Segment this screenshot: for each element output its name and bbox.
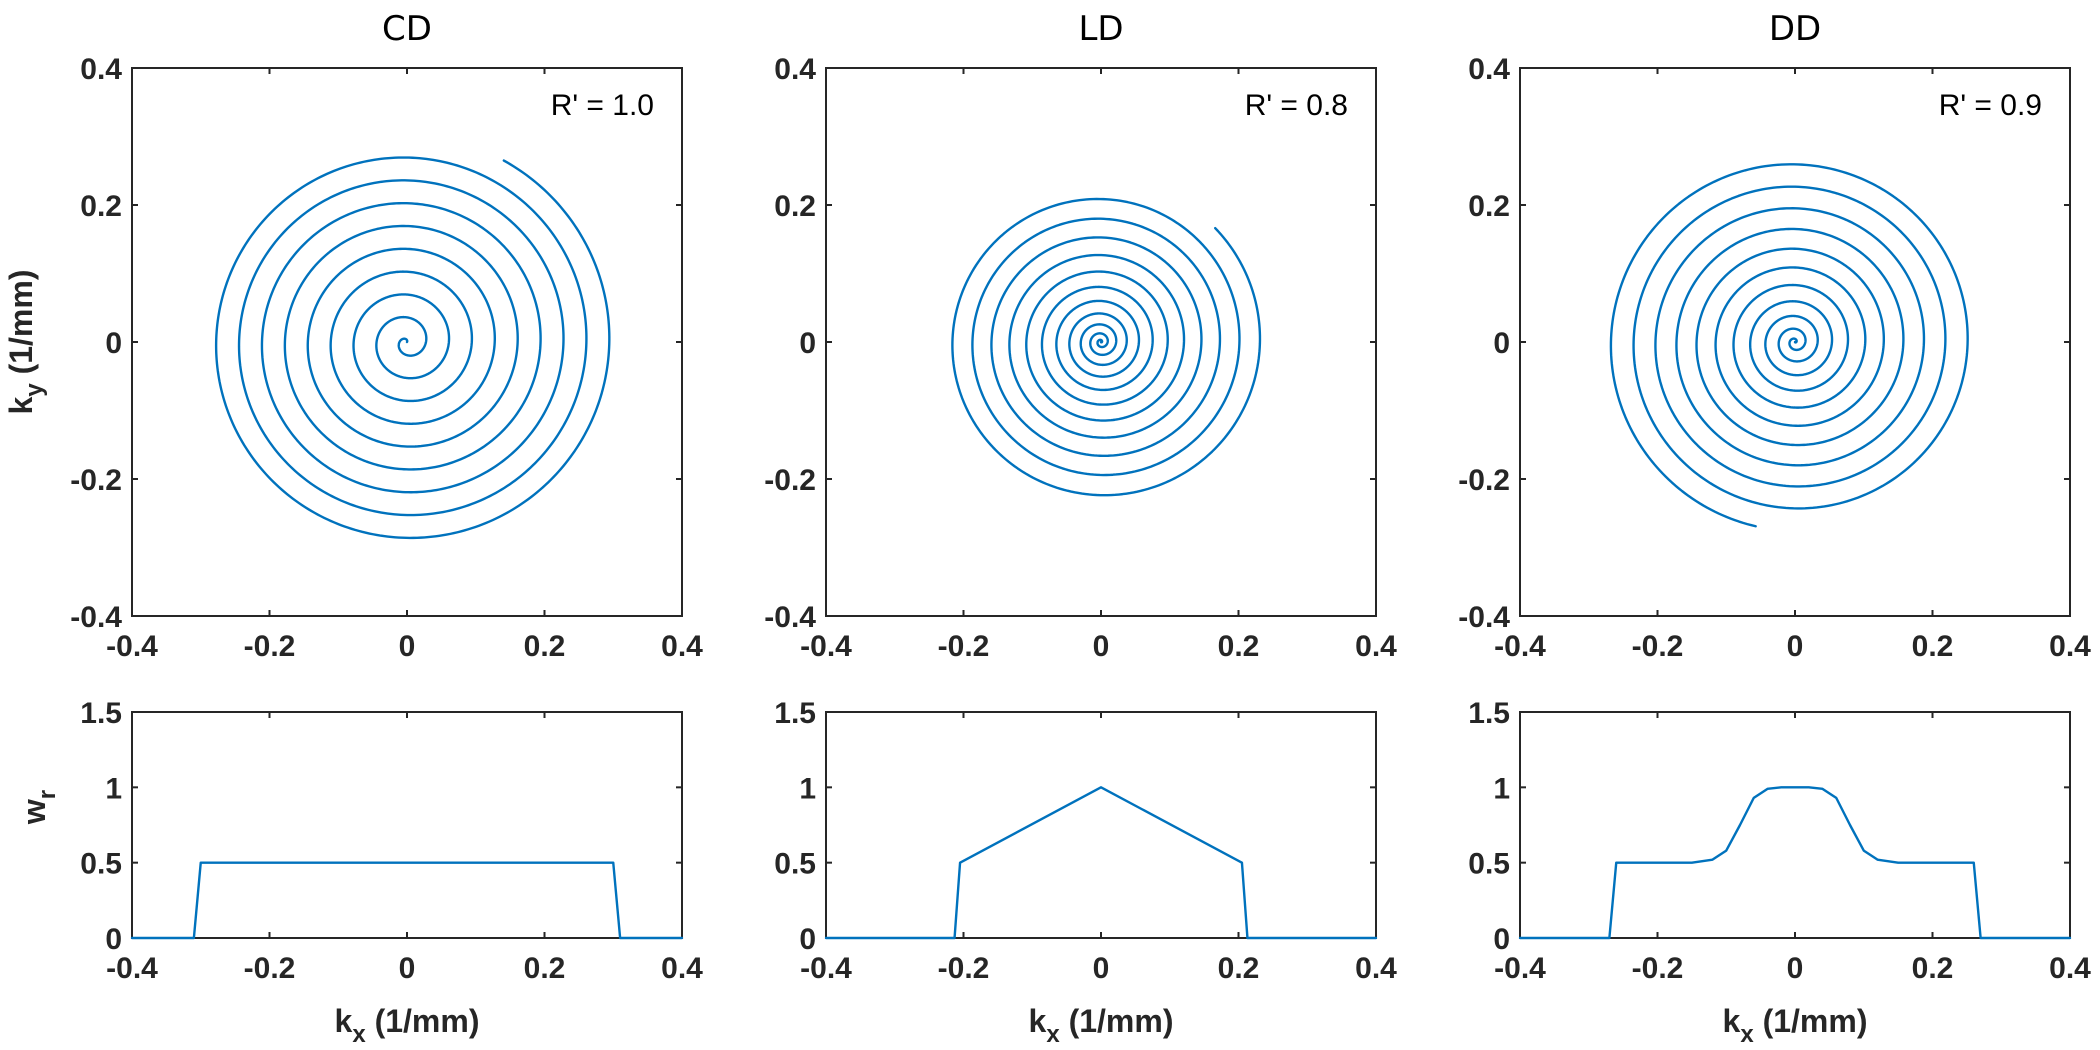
y-tick-label: 0.5 xyxy=(80,848,122,881)
panel-title: CD xyxy=(382,9,432,49)
y-tick-label: 0.4 xyxy=(1468,53,1510,86)
y-tick-label: 0 xyxy=(799,923,816,956)
x-axis-label-main: k xyxy=(335,1003,353,1039)
x-tick-label: 0.4 xyxy=(2049,952,2091,985)
y-axis-label-subscript: r xyxy=(34,790,61,799)
x-tick-label: 0.4 xyxy=(1355,952,1397,985)
x-tick-label: 0.4 xyxy=(661,630,703,663)
r-prime-annotation: R' = 0.9 xyxy=(1939,89,2042,122)
axes-top-middle: -0.4 -0.2 0 0.2 0.4 -0.4 -0.2 0 0.2 0.4 LD R' = 0.8 xyxy=(764,9,1397,663)
x-tick-label: -0.2 xyxy=(1632,630,1684,663)
y-tick-label: 0.5 xyxy=(774,848,816,881)
x-tick-label: -0.4 xyxy=(106,952,158,985)
spiral-trajectory-DD xyxy=(1609,163,1969,528)
y-tick-label: 0.5 xyxy=(1468,848,1510,881)
y-tick-label: -0.4 xyxy=(764,601,816,634)
y-tick-label: 1 xyxy=(105,772,122,805)
y-tick-label: 1.5 xyxy=(1468,697,1510,730)
axes-top-left: -0.4 -0.2 0 0.2 0.4 -0.4 -0.2 0 0.2 0.4 CD R' = 1.0 xyxy=(70,9,703,663)
y-axis-label-unit: (1/mm) xyxy=(3,270,39,384)
x-tick-label: 0 xyxy=(1787,952,1804,985)
axes-bottom-middle: -0.4 -0.2 0 0.2 0.4 0 0.5 1 1.5 kx (1/mm) xyxy=(774,697,1397,1048)
x-tick-label: 0.4 xyxy=(661,952,703,985)
y-axis-label-main: k xyxy=(3,396,39,414)
y-tick-label: -0.2 xyxy=(764,464,816,497)
x-tick-label: 0.4 xyxy=(2049,630,2091,663)
y-tick-label: 0.4 xyxy=(80,53,122,86)
x-tick-label: 0.4 xyxy=(1355,630,1397,663)
x-axis-label-main: k xyxy=(1029,1003,1047,1039)
y-tick-label: 0.2 xyxy=(80,190,122,223)
plot-frame xyxy=(1519,711,2071,939)
x-axis-label: kx (1/mm) xyxy=(1723,1003,1868,1048)
y-tick-label: 0.4 xyxy=(774,53,816,86)
x-tick-label: 0 xyxy=(399,630,416,663)
y-axis-label-main: w xyxy=(16,799,52,825)
plot-frame xyxy=(131,711,683,939)
spiral-trajectory-LD xyxy=(951,197,1262,497)
x-axis-label-unit: (1/mm) xyxy=(1060,1003,1174,1039)
y-tick-label: -0.2 xyxy=(70,464,122,497)
axes-top-right: -0.4 -0.2 0 0.2 0.4 -0.4 -0.2 0 0.2 0.4 DD R' = 0.9 xyxy=(1458,9,2091,663)
x-tick-label: -0.4 xyxy=(800,952,852,985)
y-tick-label: 0 xyxy=(1493,327,1510,360)
x-tick-label: -0.4 xyxy=(1494,630,1546,663)
y-tick-label: 0 xyxy=(1493,923,1510,956)
x-tick-label: -0.4 xyxy=(106,630,158,663)
x-axis-label-subscript: x xyxy=(1046,1021,1060,1048)
y-tick-label: 1.5 xyxy=(80,697,122,730)
y-tick-label: 1 xyxy=(1493,772,1510,805)
x-axis-label: kx (1/mm) xyxy=(1029,1003,1174,1048)
y-tick-label: 0.2 xyxy=(1468,190,1510,223)
y-tick-label: 0 xyxy=(799,327,816,360)
axes-bottom-left: -0.4 -0.2 0 0.2 0.4 0 0.5 1 1.5 kx (1/mm) xyxy=(80,697,703,1048)
axes-bottom-right: -0.4 -0.2 0 0.2 0.4 0 0.5 1 1.5 kx (1/mm) xyxy=(1468,697,2091,1048)
x-tick-label: 0.2 xyxy=(1912,630,1954,663)
density-weight-curve xyxy=(130,861,684,940)
x-tick-label: -0.2 xyxy=(938,630,990,663)
x-axis-label-unit: (1/mm) xyxy=(1754,1003,1868,1039)
y-tick-label: 1.5 xyxy=(774,697,816,730)
x-tick-label: -0.2 xyxy=(244,630,296,663)
y-tick-label: 1 xyxy=(799,772,816,805)
spiral-trajectory-CD xyxy=(214,156,611,540)
y-tick-label: -0.4 xyxy=(70,601,122,634)
y-tick-label: -0.4 xyxy=(1458,601,1510,634)
x-axis-label-main: k xyxy=(1723,1003,1741,1039)
x-tick-label: 0 xyxy=(1787,630,1804,663)
x-axis-label: kx (1/mm) xyxy=(335,1003,480,1048)
panel-title: LD xyxy=(1078,9,1123,49)
panel-title: DD xyxy=(1769,9,1821,49)
r-prime-annotation: R' = 0.8 xyxy=(1245,89,1348,122)
y-axis-label-top: ky (1/mm) xyxy=(3,270,48,415)
x-axis-label-subscript: x xyxy=(352,1021,366,1048)
x-tick-label: 0.2 xyxy=(524,952,566,985)
x-tick-label: 0 xyxy=(399,952,416,985)
y-axis-label-subscript: y xyxy=(21,383,48,397)
x-tick-label: 0 xyxy=(1093,952,1110,985)
x-tick-label: -0.2 xyxy=(1632,952,1684,985)
y-tick-label: 0 xyxy=(105,923,122,956)
x-tick-label: 0.2 xyxy=(1218,952,1260,985)
density-weight-curve xyxy=(1518,786,2072,940)
density-weight-curve xyxy=(824,786,1378,940)
y-tick-label: 0.2 xyxy=(774,190,816,223)
y-tick-label: 0 xyxy=(105,327,122,360)
x-tick-label: 0 xyxy=(1093,630,1110,663)
x-tick-label: 0.2 xyxy=(1912,952,1954,985)
r-prime-annotation: R' = 1.0 xyxy=(551,89,654,122)
y-axis-label-bottom: wr xyxy=(16,790,61,825)
y-tick-label: -0.2 xyxy=(1458,464,1510,497)
x-axis-label-unit: (1/mm) xyxy=(366,1003,480,1039)
x-tick-label: -0.4 xyxy=(1494,952,1546,985)
x-tick-label: 0.2 xyxy=(1218,630,1260,663)
x-tick-label: -0.4 xyxy=(800,630,852,663)
x-tick-label: -0.2 xyxy=(244,952,296,985)
x-tick-label: 0.2 xyxy=(524,630,566,663)
plot-frame xyxy=(825,711,1377,939)
x-tick-label: -0.2 xyxy=(938,952,990,985)
x-axis-label-subscript: x xyxy=(1740,1021,1754,1048)
